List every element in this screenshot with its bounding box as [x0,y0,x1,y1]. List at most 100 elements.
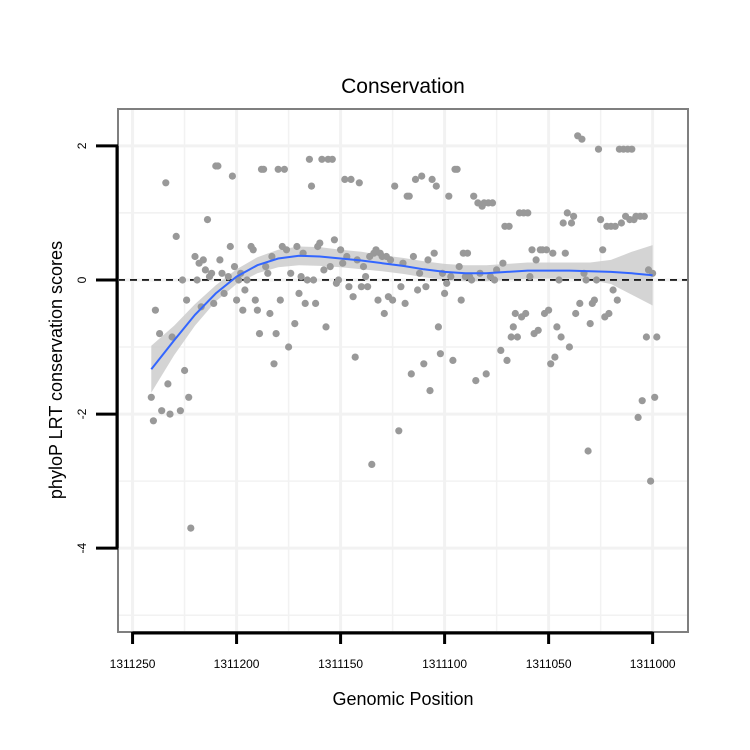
data-point [528,246,536,254]
data-point [468,276,476,284]
data-point [264,269,272,277]
data-point [266,309,274,318]
data-point [582,276,590,284]
data-point [411,175,420,183]
data-point [522,309,530,318]
data-point [214,162,222,170]
data-point [511,309,519,318]
data-point [509,323,517,331]
loess-smooth-line [150,254,653,370]
data-point [505,222,513,230]
data-point [642,333,651,341]
y-axis-label: phyloP LRT conservation scores [46,241,66,499]
data-point [613,296,621,304]
data-point [347,175,355,183]
data-point [409,252,417,261]
data-point [463,249,472,257]
data-point [551,353,559,361]
data-point [445,192,453,200]
data-point [309,276,318,284]
data-point [282,246,291,254]
data-point [355,179,363,187]
data-point [320,266,328,274]
data-point [526,273,534,281]
data-point [418,172,426,180]
data-point [172,232,180,240]
data-point [651,393,659,401]
data-point [386,256,395,264]
data-point [592,276,601,284]
data-point [597,216,605,224]
data-point [638,397,646,405]
data-point [599,246,607,254]
data-point [262,263,270,271]
data-point [524,209,532,217]
data-point [424,256,432,264]
data-point [447,273,455,281]
data-point [611,222,619,230]
data-point [432,182,440,190]
data-point [628,145,636,153]
data-point [407,370,415,378]
x-tick-label: 1311200 [214,657,260,671]
data-point [368,460,376,468]
data-point [280,165,288,173]
data-point [334,276,343,284]
data-point [634,413,642,421]
data-point [549,249,557,257]
data-point [553,323,561,331]
data-point [488,199,497,207]
data-point [185,393,193,401]
data-point [605,309,613,318]
data-point [594,145,603,153]
data-point [224,273,232,281]
data-point [151,306,159,314]
data-point [147,393,155,401]
data-point [260,165,268,173]
data-point [532,256,540,264]
data-point [443,279,451,287]
data-point [555,276,563,284]
x-tick-label: 1311150 [318,657,363,671]
data-point [547,360,555,368]
data-point [197,303,205,311]
data-point [470,192,478,200]
data-point [166,410,174,418]
data-point [339,259,347,267]
data-point [316,239,324,247]
data-point [422,283,430,291]
data-point [351,353,359,361]
smooth-curve [150,254,653,370]
x-tick-label: 1311250 [110,657,156,671]
data-point [276,296,284,304]
data-point [542,246,551,254]
data-point [251,296,259,304]
data-point [241,286,249,294]
data-point [499,259,507,267]
data-point [268,252,276,261]
data-point [176,407,184,415]
data-point [436,350,444,358]
data-point [401,299,409,307]
data-point [534,326,542,334]
data-point [228,172,236,180]
data-point [158,407,166,415]
data-point [249,246,257,254]
data-point [617,219,626,227]
data-point [345,283,353,291]
data-point [295,289,303,297]
data-point [397,283,405,291]
y-tick-label: -4 [75,543,89,554]
data-point [191,252,199,261]
data-point [220,289,228,297]
data-point [178,276,187,284]
data-point [497,346,505,354]
data-point [576,299,584,307]
data-point [434,323,442,331]
y-tick-label: -2 [75,408,89,419]
grid-lines [118,109,688,632]
data-point [441,289,449,297]
scatter-points [147,132,661,532]
